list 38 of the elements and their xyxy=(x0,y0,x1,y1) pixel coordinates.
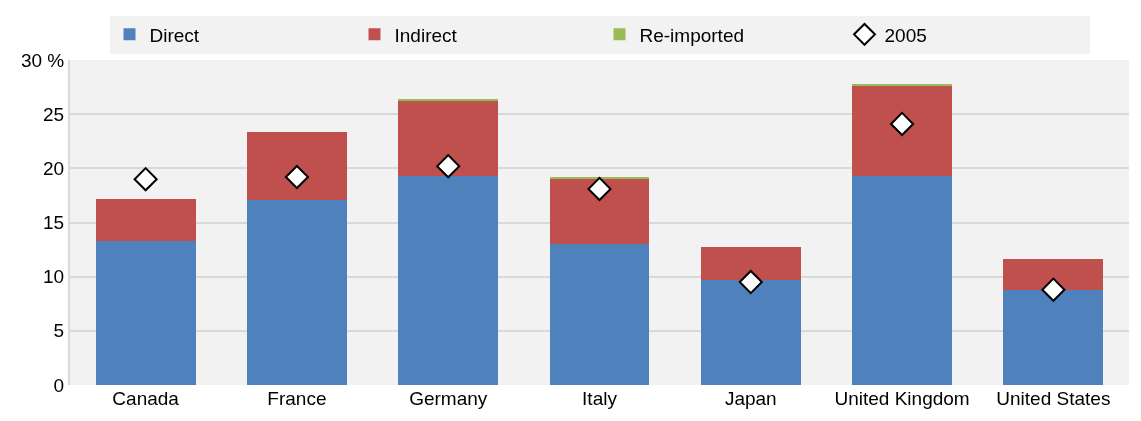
legend-label: Direct xyxy=(149,24,200,46)
point xyxy=(436,154,461,179)
x-tick-label: France xyxy=(267,388,327,409)
point xyxy=(587,176,612,201)
bar xyxy=(549,244,650,385)
x-tick-label: United Kingdom xyxy=(834,388,970,409)
y-tick-label: 0 xyxy=(53,374,65,396)
bar xyxy=(247,199,347,385)
bar xyxy=(398,99,499,102)
legend-label: 2005 xyxy=(884,24,927,46)
bar xyxy=(95,240,196,385)
point xyxy=(1041,277,1066,302)
x-tick-label: Canada xyxy=(112,388,180,409)
x-tick-label: Germany xyxy=(409,388,488,409)
bar xyxy=(700,247,801,280)
x-tick-label: Japan xyxy=(724,388,777,409)
y-tick-label: 10 xyxy=(43,266,65,288)
bar xyxy=(398,175,499,385)
legend-label: Indirect xyxy=(394,24,458,46)
point xyxy=(133,167,158,192)
bar xyxy=(398,101,499,176)
point xyxy=(738,270,763,295)
bar xyxy=(1003,259,1104,290)
x-tick-label: Italy xyxy=(582,388,618,409)
y-tick-label: 15 xyxy=(43,212,65,234)
bar xyxy=(852,175,952,385)
y-tick-label: 25 xyxy=(43,103,65,125)
bar xyxy=(549,178,650,245)
bar xyxy=(95,198,196,241)
x-tick-label: United States xyxy=(996,388,1111,409)
y-tick-label: 5 xyxy=(53,320,65,342)
y-tick-label: 30 % xyxy=(20,49,65,71)
bar xyxy=(1003,289,1104,385)
y-tick-label: 20 xyxy=(43,157,65,179)
bar xyxy=(700,279,801,385)
legend-label: Re-imported xyxy=(639,24,745,46)
bar xyxy=(852,86,952,176)
bar xyxy=(247,131,347,200)
